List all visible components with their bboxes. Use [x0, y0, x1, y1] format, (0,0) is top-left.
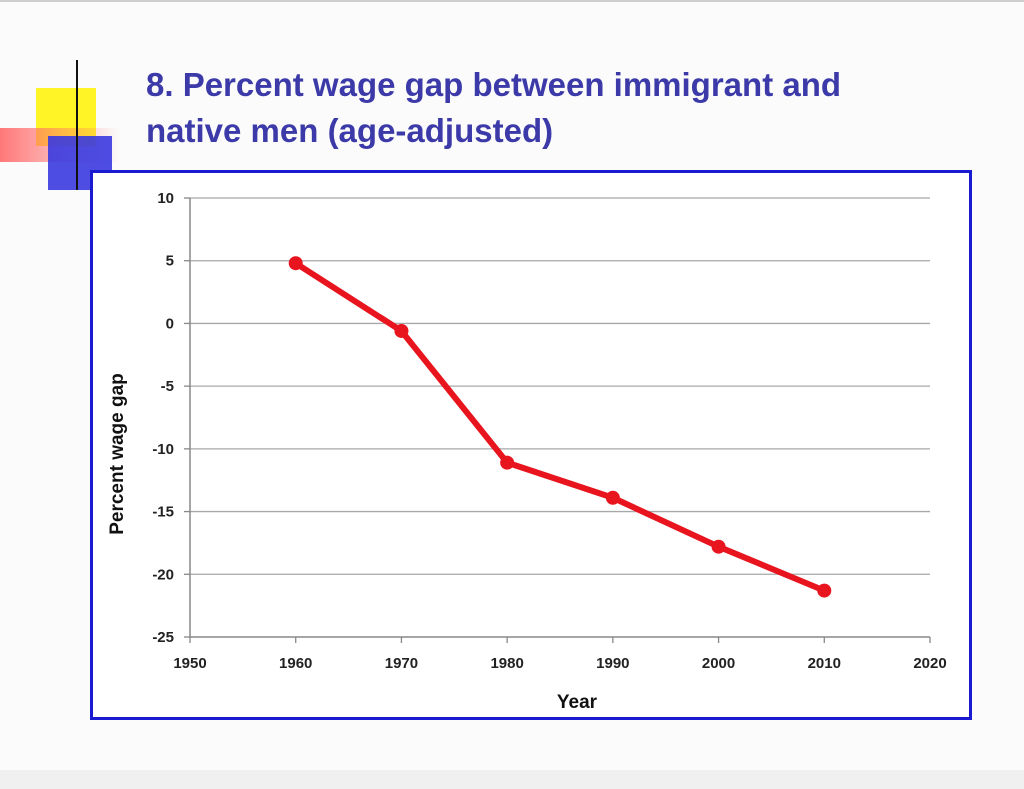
bottom-bar	[0, 770, 1024, 789]
y-tick-label: 10	[157, 190, 174, 207]
slide-title-line1: 8. Percent wage gap between immigrant an…	[146, 66, 842, 103]
y-tick-label: -20	[152, 566, 174, 583]
y-axis-title: Percent wage gap	[107, 373, 128, 535]
x-tick-label: 1950	[173, 655, 206, 672]
x-tick-label: 1970	[385, 655, 418, 672]
x-tick-label: 2010	[808, 655, 841, 672]
slide-title-line2: native men (age-adjusted)	[146, 112, 554, 149]
y-tick-label: -10	[152, 441, 174, 458]
slide-corner-decoration	[0, 60, 200, 190]
data-point-1970	[394, 323, 409, 338]
x-tick-label: 2000	[702, 655, 735, 672]
chart-axes	[184, 197, 931, 643]
data-point-2000	[711, 539, 726, 554]
y-tick-label: 0	[166, 315, 174, 332]
x-tick-label: 2020	[913, 655, 946, 672]
y-tick-label: -15	[152, 504, 174, 521]
x-tick-label: 1980	[490, 655, 523, 672]
chart-gridlines	[190, 197, 930, 575]
data-point-1960	[288, 256, 303, 271]
y-tick-labels: 10 5 0 -5 -10 -15 -20 -25	[152, 190, 174, 646]
x-tick-label: 1990	[596, 655, 629, 672]
data-point-1980	[500, 455, 515, 470]
data-point-2010	[817, 583, 832, 598]
data-point-1990	[605, 490, 620, 505]
chart-frame	[90, 170, 972, 720]
line-chart: 10 5 0 -5 -10 -15 -20 -25 1950 1960 1970 1980 1990 2…	[107, 190, 947, 713]
series-line-0	[292, 260, 828, 594]
slide-title: 8. Percent wage gap between immigrant an…	[146, 62, 1006, 154]
chart-series	[288, 256, 832, 598]
x-axis-title: Year	[557, 692, 598, 713]
y-tick-label: -25	[152, 629, 174, 646]
x-tick-labels: 1950 1960 1970 1980 1990 2000 2010 2020	[173, 655, 946, 672]
y-tick-label: -5	[161, 378, 174, 395]
top-border-line	[0, 0, 1024, 2]
x-tick-label: 1960	[279, 655, 312, 672]
y-tick-label: 5	[166, 253, 174, 270]
